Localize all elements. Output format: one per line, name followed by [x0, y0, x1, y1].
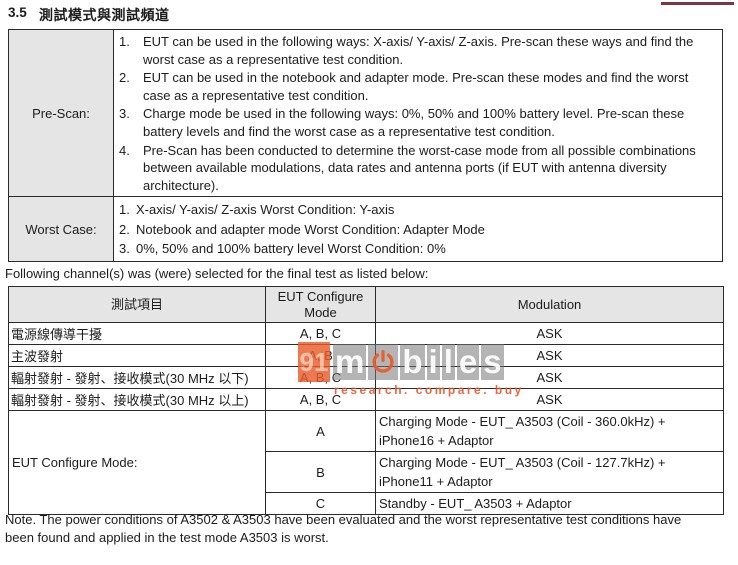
mode-description-cell: Charging Mode - EUT_ A3503 (Coil - 127.7…	[375, 451, 724, 493]
list-item: 4. Pre-Scan has been conducted to determ…	[119, 142, 718, 195]
test-item-cell: 電源線傳導干擾	[8, 322, 266, 345]
table-row: 輻射發射 - 發射、接收模式(30 MHz 以上) A, B, C ASK	[8, 388, 724, 411]
section-title: 測試模式與測試頻道	[39, 7, 170, 23]
table-row-worst-case: Worst Case: 1. X-axis/ Y-axis/ Z-axis Wo…	[8, 196, 723, 262]
header-eut-configure-mode: EUT Configure Mode	[265, 286, 376, 323]
list-item: 3. Charge mode be used in the following …	[119, 105, 718, 140]
list-text: Notebook and adapter mode Worst Conditio…	[136, 221, 485, 237]
list-number: 2.	[119, 70, 130, 86]
list-text: Pre-Scan has been conducted to determine…	[143, 142, 696, 193]
list-number: 2.	[119, 221, 130, 237]
list-text: EUT can be used in the notebook and adap…	[143, 70, 689, 103]
mode-cell: A	[265, 410, 376, 452]
list-number: 1.	[119, 34, 130, 49]
note-line: been found and applied in the test mode …	[5, 529, 329, 545]
list-item: 1. EUT can be used in the following ways…	[119, 33, 718, 68]
note-text: Note. The power conditions of A3502 & A3…	[5, 511, 735, 546]
list-text: X-axis/ Y-axis/ Z-axis Worst Condition: …	[136, 202, 395, 218]
list-item: 1. X-axis/ Y-axis/ Z-axis Worst Conditio…	[119, 200, 718, 220]
note-line: Note. The power conditions of A3502 & A3…	[5, 512, 682, 527]
section-heading: 3.5 測試模式與測試頻道	[8, 5, 170, 25]
mode-cell: A, B	[265, 344, 376, 367]
test-item-cell: 輻射發射 - 發射、接收模式(30 MHz 以上)	[8, 388, 266, 411]
modulation-cell: ASK	[375, 388, 724, 411]
channel-table: 測試項目 EUT Configure Mode Modulation 電源線傳導…	[8, 286, 724, 515]
table-row: 主波發射 A, B ASK	[8, 344, 724, 367]
mode-cell: A, B, C	[265, 388, 376, 411]
modulation-cell: ASK	[375, 322, 724, 345]
worst-case-content-cell: 1. X-axis/ Y-axis/ Z-axis Worst Conditio…	[113, 196, 723, 262]
test-item-cell: 主波發射	[8, 344, 266, 367]
prescan-content-cell: 1. EUT can be used in the following ways…	[113, 28, 723, 198]
list-text: EUT can be used in the following ways: X…	[143, 34, 694, 67]
prescan-table: Pre-Scan: 1. EUT can be used in the foll…	[8, 28, 723, 262]
list-number: 4.	[119, 142, 130, 158]
modulation-cell: ASK	[375, 344, 724, 367]
mode-cell: A, B, C	[265, 322, 376, 345]
mode-description-cell: Standby - EUT_ A3503 + Adaptor	[375, 492, 724, 515]
list-text: Charge mode be used in the following way…	[143, 106, 685, 139]
header-test-item: 測試項目	[8, 286, 266, 323]
test-item-cell: 輻射發射 - 發射、接收模式(30 MHz 以下)	[8, 366, 266, 389]
table-row-configure-a: EUT Configure Mode: A Charging Mode - EU…	[8, 410, 724, 515]
mode-cell: A, B, C	[265, 366, 376, 389]
mode-cell: C	[265, 492, 376, 515]
list-text: 0%, 50% and 100% battery level Worst Con…	[136, 241, 446, 257]
table-row-configure-c: C Standby - EUT_ A3503 + Adaptor	[9, 492, 724, 515]
table-row-prescan: Pre-Scan: 1. EUT can be used in the foll…	[8, 28, 723, 198]
top-right-red-mark	[661, 2, 734, 5]
list-item: 2. EUT can be used in the notebook and a…	[119, 69, 718, 104]
table-row: 電源線傳導干擾 A, B, C ASK	[8, 322, 724, 345]
list-item: 3. 0%, 50% and 100% battery level Worst …	[119, 239, 718, 259]
table-row: 輻射發射 - 發射、接收模式(30 MHz 以下) A, B, C ASK	[8, 366, 724, 389]
header-modulation: Modulation	[375, 286, 724, 323]
modulation-cell: ASK	[375, 366, 724, 389]
worst-case-label-cell: Worst Case:	[8, 196, 114, 262]
table-header-row: 測試項目 EUT Configure Mode Modulation	[8, 286, 724, 323]
list-number: 1.	[119, 202, 130, 218]
mode-cell: B	[265, 451, 376, 493]
section-number: 3.5	[8, 5, 27, 20]
mode-description-cell: Charging Mode - EUT_ A3503 (Coil - 360.0…	[375, 410, 724, 452]
list-item: 2. Notebook and adapter mode Worst Condi…	[119, 220, 718, 240]
prescan-label-cell: Pre-Scan:	[8, 28, 114, 198]
following-channels-line: Following channel(s) was (were) selected…	[5, 266, 429, 281]
list-number: 3.	[119, 106, 130, 122]
eut-configure-mode-label-cell: EUT Configure Mode:	[8, 410, 266, 515]
list-number: 3.	[119, 241, 130, 257]
